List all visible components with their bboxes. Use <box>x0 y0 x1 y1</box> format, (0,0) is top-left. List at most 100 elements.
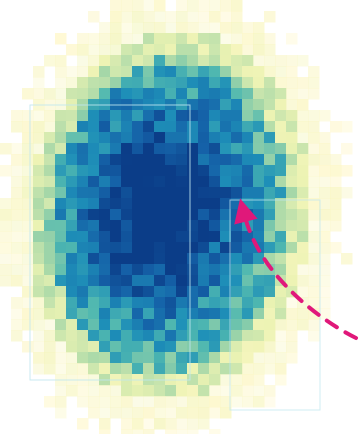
mosaic-pixel <box>55 77 67 89</box>
mosaic-pixel <box>165 110 177 122</box>
mosaic-pixel <box>66 165 78 177</box>
mosaic-pixel <box>187 11 199 23</box>
mosaic-pixel <box>242 143 254 155</box>
mosaic-pixel <box>143 297 155 309</box>
mosaic-pixel <box>242 341 254 353</box>
mosaic-pixel <box>143 165 155 177</box>
mosaic-pixel <box>341 165 353 177</box>
mosaic-pixel <box>11 209 23 221</box>
mosaic-pixel <box>132 418 144 430</box>
mosaic-pixel <box>308 143 320 155</box>
mosaic-pixel <box>99 429 111 434</box>
mosaic-pixel <box>165 44 177 56</box>
mosaic-pixel <box>33 286 45 298</box>
mosaic-pixel <box>66 319 78 331</box>
mosaic-pixel <box>231 286 243 298</box>
mosaic-pixel <box>297 275 309 287</box>
mosaic-pixel <box>154 176 166 188</box>
mosaic-pixel <box>286 187 298 199</box>
mosaic-pixel <box>110 165 122 177</box>
mosaic-pixel <box>66 77 78 89</box>
mosaic-pixel <box>121 154 133 166</box>
mosaic-pixel <box>187 253 199 265</box>
mosaic-pixel <box>198 0 210 12</box>
mosaic-pixel <box>33 88 45 100</box>
mosaic-pixel <box>44 209 56 221</box>
mosaic-pixel <box>319 231 331 243</box>
mosaic-pixel <box>275 176 287 188</box>
mosaic-pixel <box>187 330 199 342</box>
mosaic-pixel <box>220 77 232 89</box>
mosaic-pixel <box>143 55 155 67</box>
mosaic-pixel <box>286 154 298 166</box>
mosaic-pixel <box>121 187 133 199</box>
mosaic-pixel <box>264 319 276 331</box>
mosaic-pixel <box>143 66 155 78</box>
mosaic-pixel <box>66 220 78 232</box>
mosaic-pixel <box>154 66 166 78</box>
mosaic-pixel <box>132 143 144 155</box>
mosaic-pixel <box>132 396 144 408</box>
mosaic-pixel <box>319 143 331 155</box>
mosaic-pixel <box>242 176 254 188</box>
mosaic-pixel <box>33 363 45 375</box>
mosaic-pixel <box>198 22 210 34</box>
mosaic-pixel <box>187 341 199 353</box>
mosaic-pixel <box>22 176 34 188</box>
mosaic-pixel <box>231 22 243 34</box>
mosaic-pixel <box>176 220 188 232</box>
mosaic-pixel <box>66 264 78 276</box>
mosaic-pixel <box>77 154 89 166</box>
mosaic-pixel <box>88 264 100 276</box>
mosaic-pixel <box>55 407 67 419</box>
mosaic-pixel <box>143 0 155 12</box>
mosaic-pixel <box>242 330 254 342</box>
mosaic-pixel <box>88 165 100 177</box>
mosaic-pixel <box>165 165 177 177</box>
mosaic-pixel <box>308 330 320 342</box>
mosaic-pixel <box>77 253 89 265</box>
mosaic-pixel <box>231 231 243 243</box>
mosaic-pixel <box>242 66 254 78</box>
mosaic-pixel <box>253 275 265 287</box>
mosaic-pixel <box>88 407 100 419</box>
mosaic-pixel <box>220 297 232 309</box>
mosaic-pixel <box>99 297 111 309</box>
mosaic-pixel <box>88 253 100 265</box>
mosaic-pixel <box>308 308 320 320</box>
mosaic-pixel <box>154 165 166 177</box>
mosaic-pixel <box>209 308 221 320</box>
mosaic-pixel <box>44 165 56 177</box>
mosaic-pixel <box>308 165 320 177</box>
mosaic-pixel <box>308 66 320 78</box>
mosaic-pixel <box>143 44 155 56</box>
mosaic-pixel <box>110 242 122 254</box>
mosaic-pixel <box>44 341 56 353</box>
mosaic-pixel <box>242 264 254 276</box>
mosaic-pixel <box>198 407 210 419</box>
mosaic-pixel <box>110 132 122 144</box>
mosaic-pixel <box>242 132 254 144</box>
mosaic-pixel <box>275 143 287 155</box>
mosaic-pixel <box>165 385 177 397</box>
mosaic-pixel <box>231 55 243 67</box>
mosaic-pixel <box>132 308 144 320</box>
mosaic-pixel <box>55 165 67 177</box>
mosaic-pixel <box>253 286 265 298</box>
mosaic-pixel <box>88 363 100 375</box>
mosaic-pixel <box>110 407 122 419</box>
mosaic-pixel <box>11 198 23 210</box>
mosaic-pixel <box>33 275 45 287</box>
mosaic-pixel <box>132 176 144 188</box>
mosaic-pixel <box>88 286 100 298</box>
mosaic-pixel <box>66 154 78 166</box>
mosaic-pixel <box>231 44 243 56</box>
mosaic-pixel <box>275 99 287 111</box>
mosaic-pixel <box>132 275 144 287</box>
mosaic-pixel <box>176 198 188 210</box>
mosaic-pixel <box>297 143 309 155</box>
mosaic-pixel <box>66 341 78 353</box>
mosaic-pixel <box>165 319 177 331</box>
mosaic-pixel <box>154 319 166 331</box>
mosaic-pixel <box>132 77 144 89</box>
